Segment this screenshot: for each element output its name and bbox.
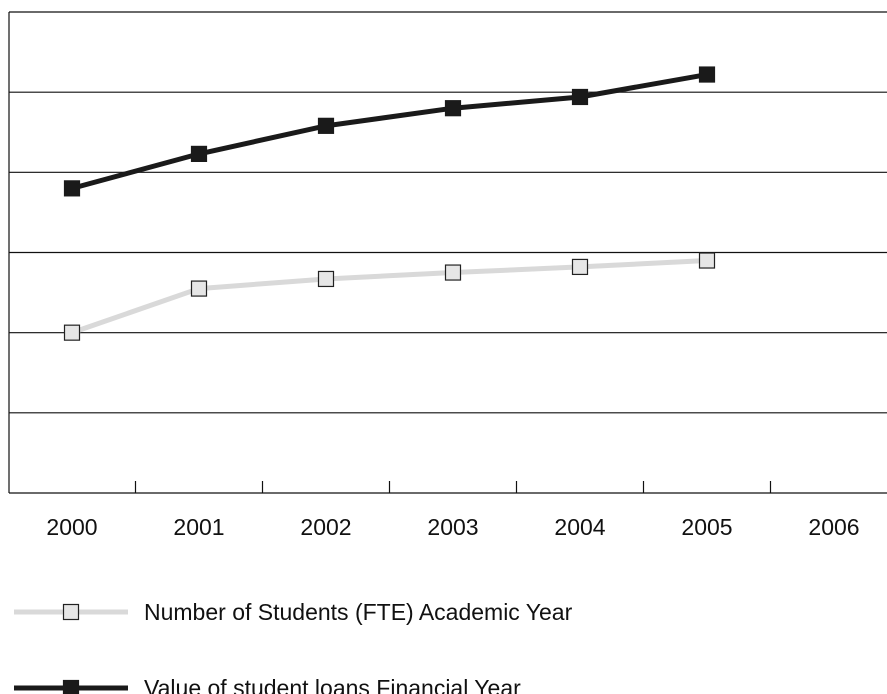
x-tick-label: 2001	[173, 514, 224, 540]
data-point	[444, 100, 462, 117]
grid-lines	[8, 11, 887, 493]
data-point	[63, 324, 81, 341]
series-1	[63, 252, 716, 341]
data-point	[317, 117, 335, 134]
data-point	[317, 270, 335, 288]
legend-item-2: Value of student loans Financial Year	[14, 675, 521, 694]
x-tick-label: 2003	[427, 514, 478, 540]
legend-label: Value of student loans Financial Year	[144, 675, 521, 694]
x-tick-label: 2002	[300, 514, 351, 540]
data-point	[698, 252, 716, 269]
legend: Number of Students (FTE) Academic Year Va…	[14, 599, 573, 694]
data-point	[571, 258, 589, 276]
series-line	[69, 72, 710, 191]
legend-label: Number of Students (FTE) Academic Year	[144, 599, 573, 625]
data-point	[190, 280, 208, 297]
x-tick-label: 2004	[554, 514, 605, 540]
x-tick-label: 2005	[681, 514, 732, 540]
x-axis: 2000 2001 2002 2003 2004 2005 2006	[9, 481, 887, 540]
data-point	[444, 264, 462, 281]
data-point	[571, 88, 589, 106]
legend-item-1: Number of Students (FTE) Academic Year	[14, 599, 573, 625]
legend-swatch-marker	[62, 679, 80, 694]
data-point	[190, 145, 208, 162]
data-point	[63, 180, 81, 197]
series-line	[69, 258, 710, 336]
series-layer	[63, 66, 716, 341]
legend-swatch-marker	[62, 603, 80, 621]
data-point	[698, 66, 716, 83]
series-2	[63, 66, 716, 197]
x-tick-label: 2000	[46, 514, 97, 540]
x-tick-label: 2006	[808, 514, 859, 540]
